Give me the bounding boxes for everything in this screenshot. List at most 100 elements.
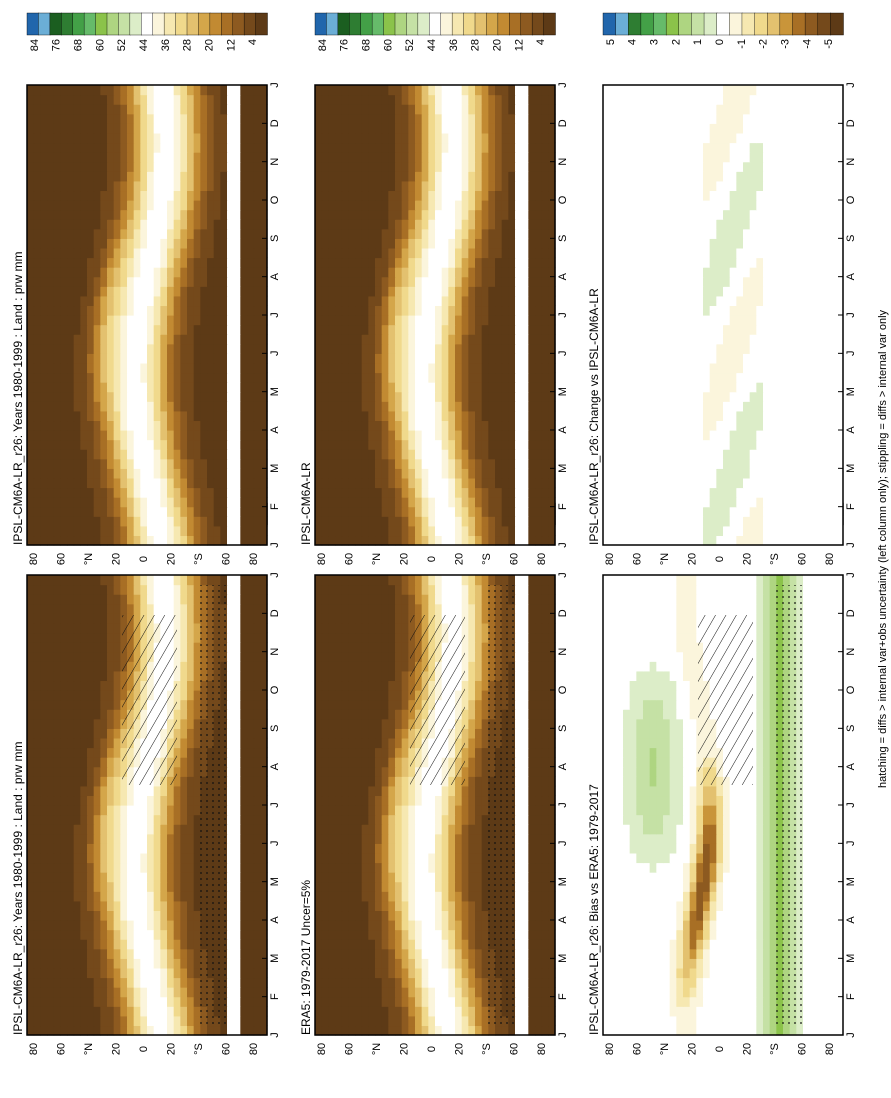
heatmap-cell: [475, 680, 483, 691]
heatmap-cell: [33, 190, 41, 201]
heatmap-cell: [515, 872, 523, 883]
heatmap-cell: [328, 996, 336, 1007]
heatmap-cell: [53, 670, 61, 682]
heatmap-cell: [233, 910, 241, 921]
heatmap-cell: [173, 737, 181, 749]
heatmap-cell: [67, 410, 75, 422]
heatmap-cell: [53, 372, 61, 383]
heatmap-cell: [40, 276, 48, 287]
heatmap-cell: [227, 180, 235, 192]
heatmap-cell: [53, 613, 61, 624]
heatmap-cell: [87, 642, 95, 653]
heatmap-cell: [47, 362, 55, 374]
heatmap-cell: [548, 920, 556, 931]
heatmap-cell: [180, 737, 188, 749]
heatmap-cell: [207, 267, 215, 278]
heatmap-cell: [187, 833, 195, 844]
heatmap-cell: [67, 286, 75, 297]
heatmap-cell: [53, 833, 61, 844]
heatmap-cell: [133, 996, 141, 1007]
heatmap-cell: [80, 833, 88, 844]
heatmap-cell: [475, 948, 483, 959]
heatmap-cell: [240, 410, 248, 422]
heatmap-cell: [388, 728, 396, 739]
heatmap-cell: [153, 1006, 161, 1017]
heatmap-cell: [107, 113, 115, 124]
heatmap-cell: [40, 305, 48, 316]
heatmap-cell: [80, 487, 88, 498]
heatmap-cell: [40, 881, 48, 892]
heatmap-cell: [388, 1006, 396, 1017]
heatmap-cell: [541, 766, 549, 777]
heatmap-cell: [53, 219, 61, 230]
heatmap-cell: [173, 603, 181, 614]
heatmap-cell: [187, 939, 195, 950]
heatmap-cell: [100, 85, 108, 96]
heatmap-cell: [461, 910, 469, 921]
heatmap-cell: [541, 862, 549, 873]
heatmap-cell: [140, 228, 148, 239]
heatmap-cell: [40, 85, 48, 96]
heatmap-cell: [200, 430, 208, 441]
heatmap-cell: [475, 910, 483, 921]
heatmap-cell: [253, 699, 261, 710]
heatmap-cell: [461, 987, 469, 998]
heatmap-cell: [227, 1015, 235, 1027]
heatmap-cell: [233, 420, 241, 431]
heatmap-cell: [468, 872, 476, 883]
heatmap-cell: [233, 872, 241, 883]
heatmap-cell: [321, 996, 329, 1007]
heatmap-cell: [73, 161, 81, 172]
heatmap-cell: [73, 401, 81, 412]
heatmap-cell: [173, 690, 181, 701]
heatmap-cell: [461, 690, 469, 701]
heatmap-cell: [253, 881, 261, 892]
heatmap-cell: [335, 824, 343, 835]
heatmap-cell: [220, 247, 228, 259]
heatmap-cell: [47, 737, 55, 749]
heatmap-cell: [468, 881, 476, 892]
heatmap-cell: [260, 334, 268, 345]
heatmap-cell: [247, 824, 255, 835]
heatmap-cell: [381, 718, 389, 729]
heatmap-cell: [260, 391, 268, 402]
heatmap-cell: [147, 852, 155, 864]
heatmap-cell: [127, 123, 135, 134]
heatmap-cell: [187, 948, 195, 959]
heatmap-cell: [33, 814, 41, 825]
heatmap-cell: [253, 709, 261, 720]
heatmap-cell: [388, 958, 396, 969]
heatmap-cell: [40, 228, 48, 239]
heatmap-cell: [253, 362, 261, 374]
heatmap-cell: [113, 910, 121, 921]
heatmap-cell: [73, 190, 81, 201]
heatmap-cell: [67, 200, 75, 211]
heatmap-cell: [213, 420, 221, 431]
heatmap-cell: [233, 401, 241, 412]
heatmap-cell: [167, 987, 175, 998]
heatmap-cell: [548, 833, 556, 844]
month-tick-label: J: [269, 1032, 281, 1038]
heatmap-cell: [40, 622, 48, 634]
heatmap-cell: [321, 747, 329, 758]
heatmap-cell: [60, 276, 68, 287]
heatmap-cell: [220, 1025, 228, 1036]
heatmap-cell: [260, 785, 268, 797]
heatmap-cell: [80, 699, 88, 710]
heatmap-cell: [100, 737, 108, 749]
heatmap-cell: [260, 833, 268, 844]
heatmap-cell: [67, 497, 75, 508]
heatmap-cell: [240, 468, 248, 479]
heatmap-cell: [361, 833, 369, 844]
heatmap-cell: [153, 219, 161, 230]
heatmap-cell: [173, 267, 181, 278]
heatmap-cell: [227, 305, 235, 316]
heatmap-cell: [167, 315, 175, 326]
heatmap-cell: [200, 535, 208, 546]
heatmap-cell: [153, 891, 161, 902]
heatmap-cell: [153, 881, 161, 892]
heatmap-cell: [515, 948, 523, 959]
heatmap-cell: [315, 900, 323, 912]
heatmap-cell: [27, 852, 35, 864]
heatmap-cell: [67, 516, 75, 527]
